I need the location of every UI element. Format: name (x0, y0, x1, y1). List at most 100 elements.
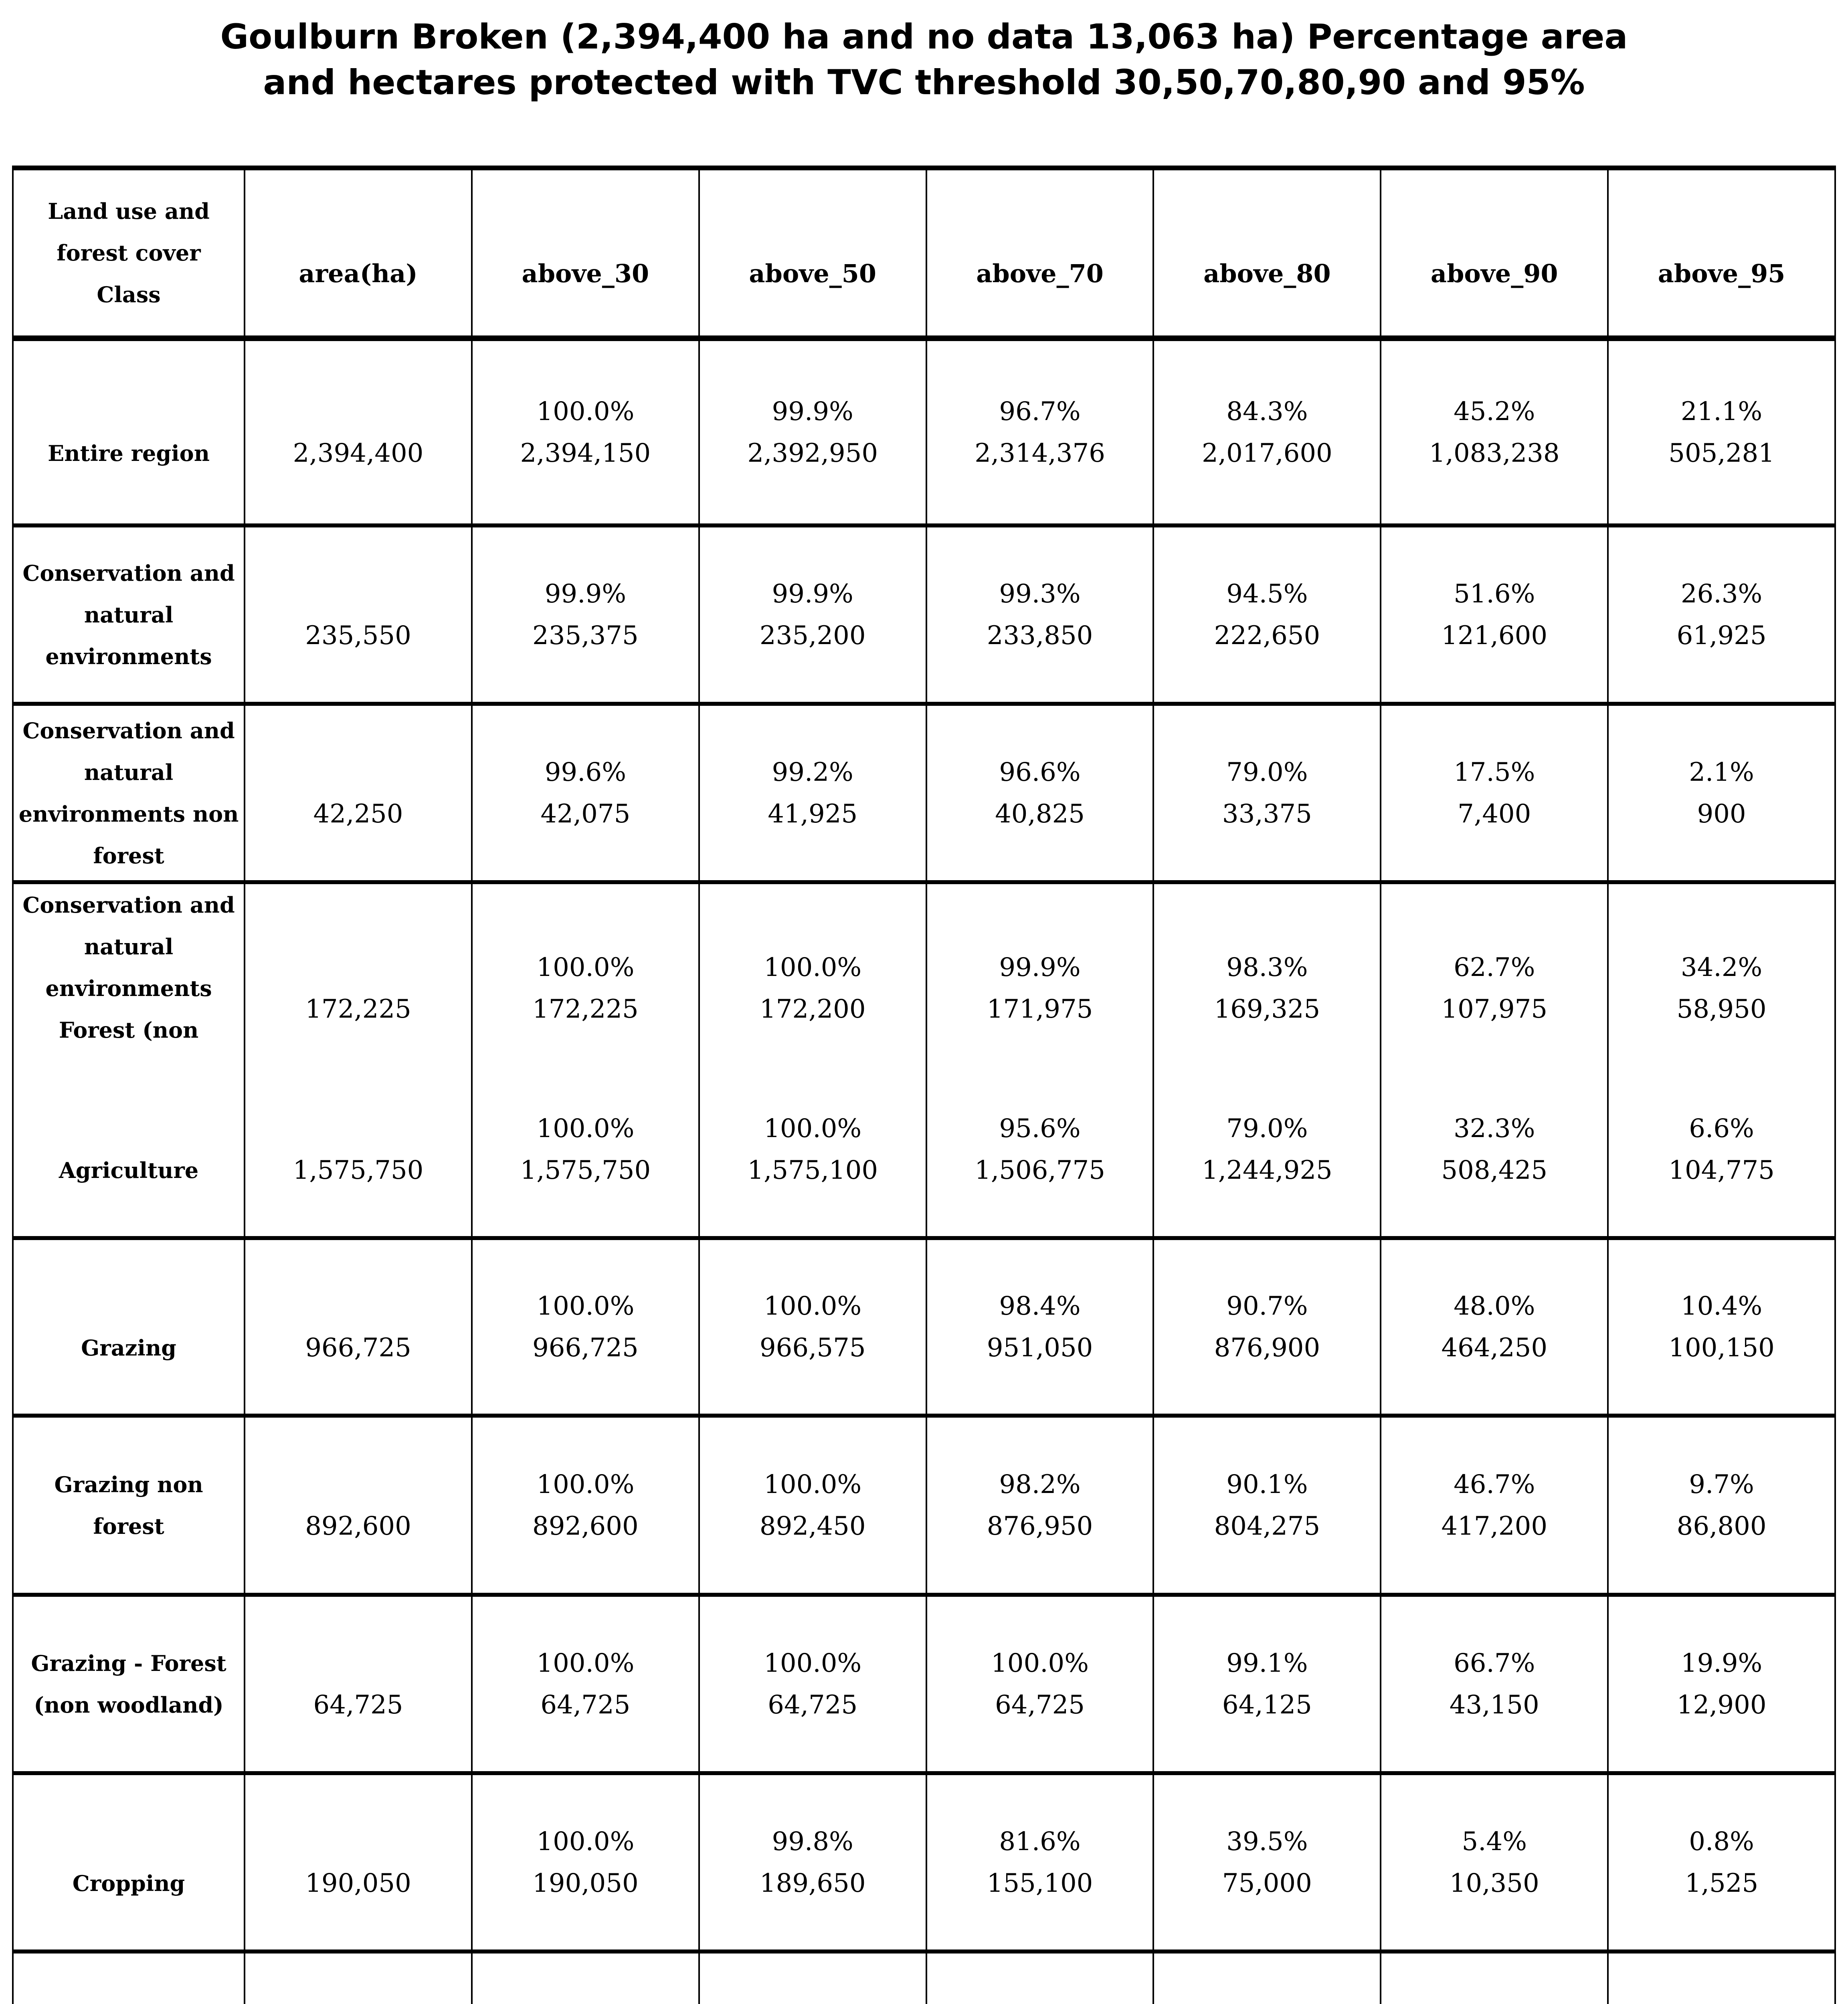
threshold-value-cell: 5.4% 10,350 (1381, 1775, 1607, 1950)
column-header-class: Land use and forest cover Class (14, 170, 244, 336)
threshold-value-text: 100.0% 892,600 (532, 1464, 639, 1547)
threshold-value-text: 100.0% 64,725 (991, 1642, 1089, 1726)
threshold-value-text: 100.0% 190,050 (532, 1821, 639, 1904)
class-label: Cropping (72, 1870, 185, 1896)
threshold-value-text: 99.2% 41,925 (768, 752, 857, 835)
table-row: Grazing non forest 892,600 100.0% 892,600 10… (14, 1414, 1834, 1593)
hectares-value: 61,925 (1676, 620, 1767, 650)
threshold-value-cell: 7.2%29,100 (1381, 1953, 1607, 2004)
hectares-value: 41,925 (768, 799, 858, 829)
threshold-value-text: 99.9% 235,375 (532, 573, 639, 657)
header-cell-text: area(ha) (299, 211, 417, 295)
threshold-value-cell: 99.8% 189,650 (700, 1775, 926, 1950)
threshold-value-cell: 66.7% 43,150 (1381, 1597, 1607, 1772)
threshold-value-text: 100.0% 1,575,750 (520, 1108, 651, 1191)
class-label-text: Conservation and natural environments no… (19, 710, 239, 877)
area-value: 64,725 (313, 1690, 403, 1720)
area-value: 235,550 (305, 620, 411, 650)
threshold-value-cell: 84.3% 2,017,600 (1154, 341, 1380, 524)
spacer (1431, 211, 1558, 253)
percent-value: 98.2% (999, 1469, 1081, 1499)
percent-value: 99.8% (772, 1826, 853, 1857)
spacer (313, 752, 403, 793)
hectares-value: 86,800 (1676, 1511, 1767, 1541)
percent-value: 45.2% (1454, 396, 1535, 426)
percent-value: 62.7% (1454, 953, 1535, 983)
area-value: 42,250 (313, 799, 403, 829)
threshold-value-cell: 6.6% 104,775 (1609, 1063, 1834, 1236)
header-cell-text: above_90 (1431, 211, 1558, 295)
threshold-value-text: 99.6% 42,075 (540, 752, 630, 835)
area-cell-text: 966,725 (305, 1285, 411, 1369)
area-value: 966,725 (305, 1333, 411, 1363)
hectares-value: 40,825 (995, 799, 1085, 829)
hectares-value: 1,525 (1684, 1868, 1759, 1898)
threshold-value-text: 5.4% 10,350 (1450, 1821, 1539, 1904)
class-label-text: Conservation and natural environments (22, 552, 235, 677)
percent-value: 99.9% (999, 953, 1081, 983)
threshold-value-cell: 99.9% 235,200 (700, 527, 926, 702)
percent-value: 99.2% (772, 757, 853, 787)
threshold-value-cell: 94.5% 222,650 (1154, 527, 1380, 702)
threshold-value-cell: 79.0% 33,375 (1154, 706, 1380, 881)
threshold-value-text: 100.0% 1,575,100 (747, 1108, 878, 1191)
threshold-value-text: 6.6% 104,775 (1668, 1108, 1775, 1191)
hectares-value: 892,450 (759, 1511, 866, 1541)
hectares-value: 1,575,100 (747, 1155, 878, 1185)
column-header-above-30: above_30 (472, 170, 698, 336)
threshold-value-text: 21.1% 505,281 (1668, 391, 1775, 474)
threshold-value-cell: 90.1% 804,275 (1154, 1418, 1380, 1593)
class-label-cell: Cropping (14, 1775, 244, 1950)
threshold-value-cell: 62.7% 107,975 (1381, 884, 1607, 1093)
percent-value: 9.7% (1689, 1469, 1754, 1499)
hectares-value: 171,975 (987, 994, 1093, 1024)
hectares-value: 172,200 (759, 994, 866, 1024)
class-label-text: Conservation and natural environments Fo… (22, 884, 235, 1093)
threshold-value-text: 98.3% 169,325 (1214, 947, 1320, 1030)
threshold-value-cell: 90.7% 876,900 (1154, 1240, 1380, 1414)
hectares-value: 64,725 (995, 1690, 1085, 1720)
spacer (1203, 211, 1331, 253)
header-cell-text: above_95 (1658, 211, 1785, 295)
threshold-value-text: 100.0% 64,725 (536, 1642, 634, 1726)
hectares-value: 33,375 (1222, 799, 1312, 829)
percent-value: 2.1% (1689, 757, 1754, 787)
percent-value: 32.3% (1454, 1113, 1535, 1143)
class-label-cell: Irrigation (14, 1953, 244, 2004)
table-row: Entire region 2,394,400 100.0% 2,394,150 99.… (14, 335, 1834, 524)
threshold-value-text: 32.3% 508,425 (1441, 1108, 1547, 1191)
percent-value: 98.4% (999, 1291, 1081, 1321)
class-label-text: Grazing (81, 1285, 176, 1369)
percent-value: 34.2% (1680, 953, 1763, 983)
spacer (293, 391, 424, 432)
threshold-value-cell: 99.9% 235,375 (472, 527, 698, 702)
hectares-value: 966,725 (532, 1333, 639, 1363)
percent-value: 7.2% (1450, 1999, 1539, 2004)
hectares-value: 189,650 (759, 1868, 866, 1898)
threshold-value-text: 96.7% 2,314,376 (975, 391, 1105, 474)
area-cell: 892,600 (245, 1418, 471, 1593)
spacer (749, 211, 876, 253)
percent-value: 100.0% (764, 1291, 862, 1321)
hectares-value: 43,150 (1449, 1690, 1539, 1720)
threshold-value-cell: 26.3% 61,925 (1609, 527, 1834, 702)
hectares-value: 64,725 (768, 1690, 858, 1720)
threshold-value-text: 69.4%282,075 (1214, 1999, 1320, 2004)
threshold-value-cell: 17.5% 7,400 (1381, 706, 1607, 881)
area-cell: 1,575,750 (245, 1063, 471, 1236)
class-label-text: Entire region (48, 391, 210, 474)
threshold-value-text: 99.9% 171,975 (987, 947, 1093, 1030)
hectares-value: 235,375 (532, 620, 639, 650)
percent-value: 100.0% (764, 953, 862, 983)
percent-value: 100.0% (536, 396, 635, 426)
class-label: Entire region (48, 440, 210, 466)
table-row: Conservation and natural environments no… (14, 702, 1834, 881)
area-cell: 42,250 (245, 706, 471, 881)
hectares-value: 107,975 (1441, 994, 1548, 1024)
threshold-value-cell: 99.9% 2,392,950 (700, 341, 926, 524)
hectares-value: 900 (1697, 799, 1746, 829)
area-value: 190,050 (305, 1868, 411, 1898)
threshold-value-cell: 98.2% 876,950 (927, 1418, 1153, 1593)
percent-value: 100.0% (536, 1469, 635, 1499)
report-page: Goulburn Broken (2,394,400 ha and no dat… (0, 14, 1848, 2004)
